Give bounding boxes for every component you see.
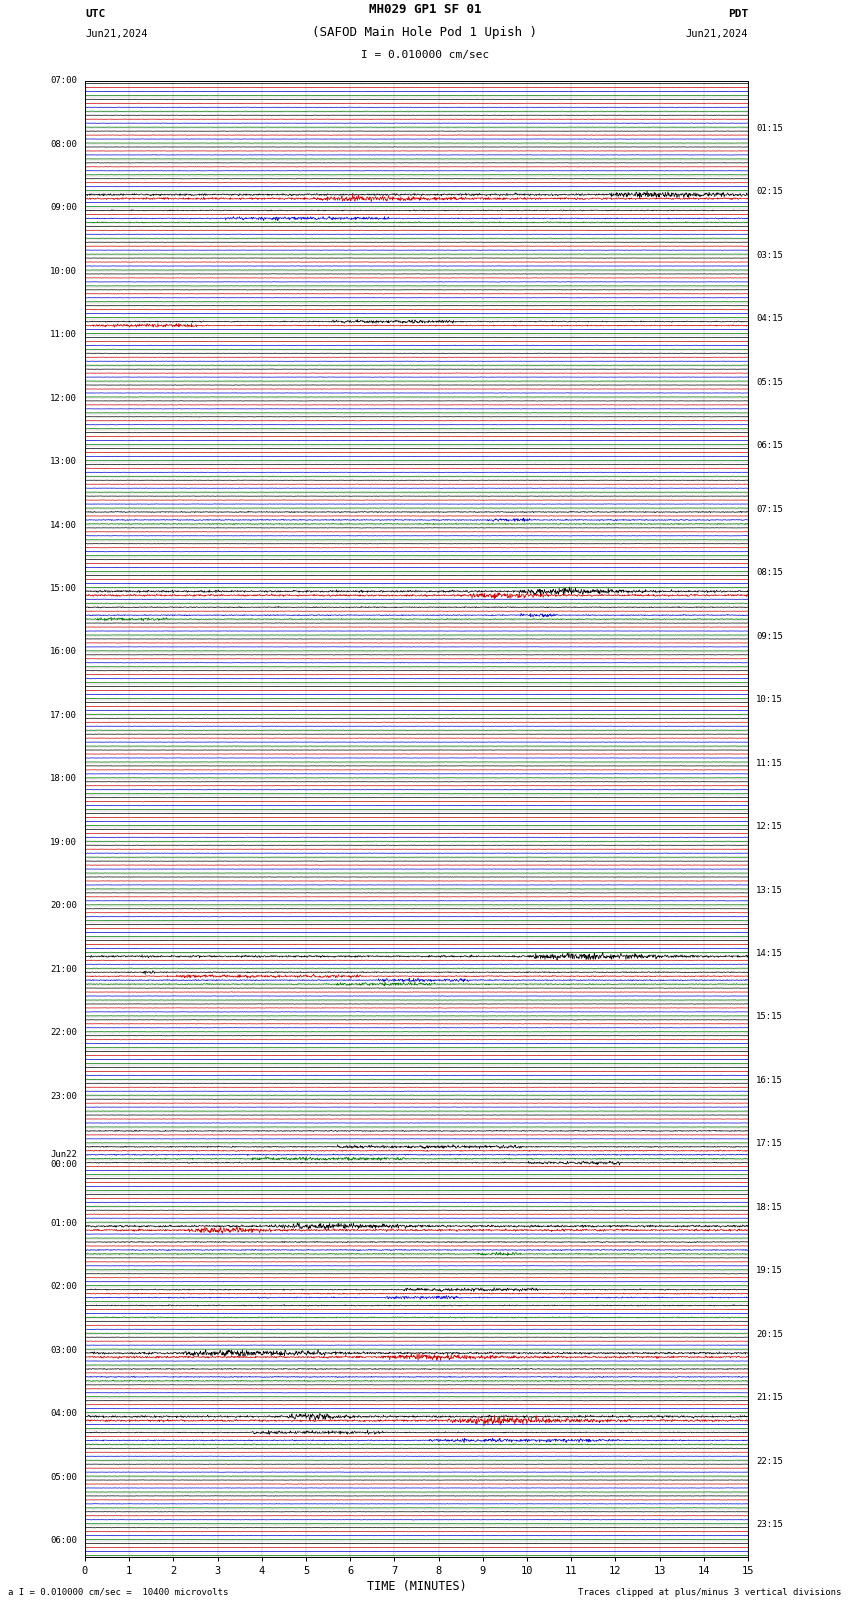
Text: 15:00: 15:00 [50, 584, 77, 594]
Text: 07:15: 07:15 [756, 505, 783, 513]
Text: 17:00: 17:00 [50, 711, 77, 719]
Text: 07:00: 07:00 [50, 76, 77, 85]
Text: 08:00: 08:00 [50, 140, 77, 148]
Text: 14:00: 14:00 [50, 521, 77, 529]
Text: 01:15: 01:15 [756, 124, 783, 132]
Text: 06:15: 06:15 [756, 442, 783, 450]
Text: Jun22
00:00: Jun22 00:00 [50, 1150, 77, 1169]
Text: 12:00: 12:00 [50, 394, 77, 403]
Text: 08:15: 08:15 [756, 568, 783, 577]
Text: 20:00: 20:00 [50, 902, 77, 910]
Text: 10:15: 10:15 [756, 695, 783, 703]
Text: 22:15: 22:15 [756, 1457, 783, 1466]
Text: 16:00: 16:00 [50, 647, 77, 656]
Text: 04:00: 04:00 [50, 1410, 77, 1418]
Text: 18:00: 18:00 [50, 774, 77, 784]
Text: 01:00: 01:00 [50, 1219, 77, 1227]
Text: 09:00: 09:00 [50, 203, 77, 211]
Text: 23:15: 23:15 [756, 1521, 783, 1529]
Text: 15:15: 15:15 [756, 1013, 783, 1021]
Text: 18:15: 18:15 [756, 1203, 783, 1211]
Text: 11:15: 11:15 [756, 758, 783, 768]
Text: 21:00: 21:00 [50, 965, 77, 974]
Text: 05:00: 05:00 [50, 1473, 77, 1482]
Text: 11:00: 11:00 [50, 331, 77, 339]
Text: (SAFOD Main Hole Pod 1 Upish ): (SAFOD Main Hole Pod 1 Upish ) [313, 26, 537, 39]
Text: 03:00: 03:00 [50, 1345, 77, 1355]
Text: 22:00: 22:00 [50, 1029, 77, 1037]
Text: 13:00: 13:00 [50, 456, 77, 466]
Text: 16:15: 16:15 [756, 1076, 783, 1086]
Text: Jun21,2024: Jun21,2024 [85, 29, 148, 39]
Text: 21:15: 21:15 [756, 1394, 783, 1402]
Text: 06:00: 06:00 [50, 1536, 77, 1545]
Text: 03:15: 03:15 [756, 250, 783, 260]
Text: MH029 GP1 SF 01: MH029 GP1 SF 01 [369, 3, 481, 16]
Text: 13:15: 13:15 [756, 886, 783, 895]
Text: 09:15: 09:15 [756, 632, 783, 640]
Text: 04:15: 04:15 [756, 315, 783, 323]
X-axis label: TIME (MINUTES): TIME (MINUTES) [366, 1579, 467, 1592]
Text: 20:15: 20:15 [756, 1329, 783, 1339]
Text: UTC: UTC [85, 10, 105, 19]
Text: 23:00: 23:00 [50, 1092, 77, 1100]
Text: Jun21,2024: Jun21,2024 [685, 29, 748, 39]
Text: 14:15: 14:15 [756, 948, 783, 958]
Text: 19:00: 19:00 [50, 837, 77, 847]
Text: I = 0.010000 cm/sec: I = 0.010000 cm/sec [361, 50, 489, 60]
Text: 02:00: 02:00 [50, 1282, 77, 1292]
Text: 10:00: 10:00 [50, 266, 77, 276]
Text: a I = 0.010000 cm/sec =  10400 microvolts: a I = 0.010000 cm/sec = 10400 microvolts [8, 1587, 229, 1597]
Text: Traces clipped at plus/minus 3 vertical divisions: Traces clipped at plus/minus 3 vertical … [578, 1587, 842, 1597]
Text: 02:15: 02:15 [756, 187, 783, 197]
Text: 12:15: 12:15 [756, 823, 783, 831]
Text: 19:15: 19:15 [756, 1266, 783, 1276]
Text: 05:15: 05:15 [756, 377, 783, 387]
Text: PDT: PDT [728, 10, 748, 19]
Text: 17:15: 17:15 [756, 1139, 783, 1148]
